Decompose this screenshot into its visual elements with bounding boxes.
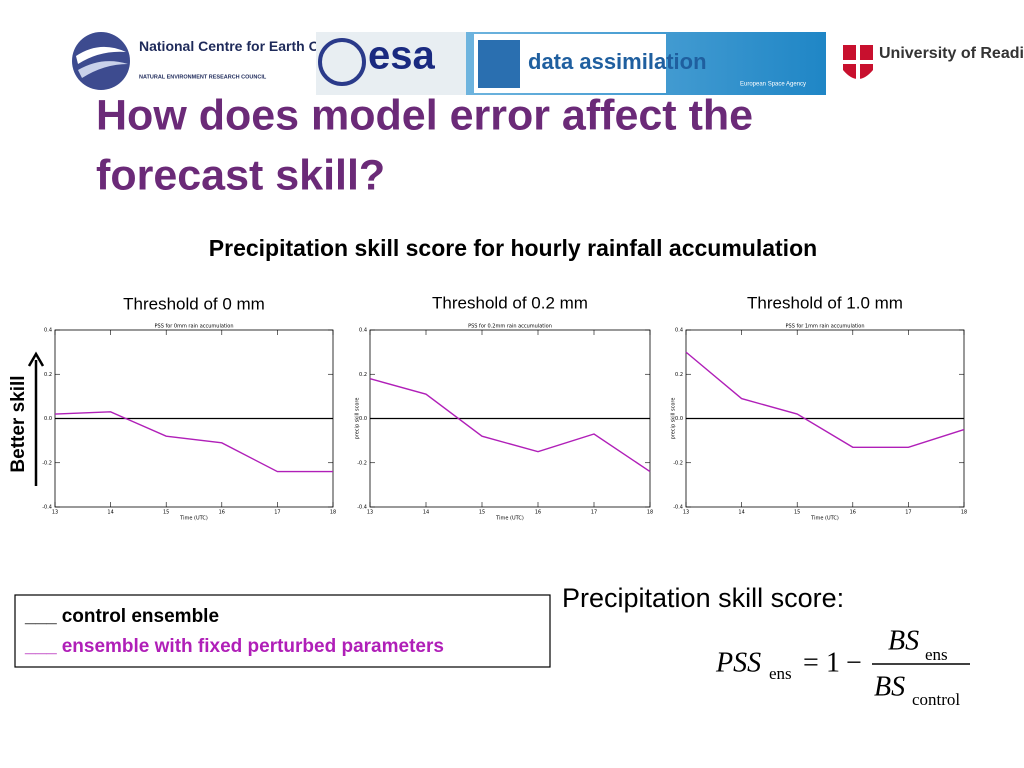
chart-heading: Threshold of 1.0 mm [747,293,903,312]
x-tick-label: 13 [367,510,373,516]
series-line [685,351,965,448]
logo-subtext: NATURAL ENVIRONMENT RESEARCH COUNCIL [139,74,267,80]
section-heading: Precipitation skill score for hourly rai… [209,235,817,261]
formula-text: 1 [826,647,840,678]
logo-text: data assimilation [528,49,707,74]
x-axis-label: Time (UTC) [179,516,208,522]
legend-entry: ___ ensemble with fixed perturbed paramet… [24,636,444,657]
charts: Threshold of 0 mm PSS for 0mm rain accumu… [42,293,967,521]
series-line [54,411,333,473]
better-skill: Better skill [8,351,45,486]
axis-note: Better skill [8,375,29,472]
legend-label: ensemble with fixed perturbed parameters [62,636,444,657]
x-axis-label: Time (UTC) [495,516,524,522]
formula-text: = [803,647,819,678]
x-tick-label: 15 [163,510,169,516]
logo-text: esa [368,34,435,78]
series-line [369,378,651,473]
formula-text: control [912,690,960,709]
y-tick-label: -0.4 [42,505,52,511]
formula-text: ens [925,645,948,664]
legend-marker: ___ [24,636,57,657]
x-tick-label: 13 [52,510,58,516]
x-tick-label: 17 [905,510,911,516]
chart-heading: Threshold of 0 mm [123,294,265,313]
x-tick-label: 16 [219,510,225,516]
x-tick-label: 18 [330,510,336,516]
y-tick-label: 0.4 [675,328,683,334]
legend-entry: ___ control ensemble [24,606,219,627]
formula-text: BS [888,625,919,656]
y-tick-label: -0.2 [42,460,52,466]
y-tick-label: 0.0 [675,416,683,422]
y-tick-label: 0.2 [359,372,367,378]
formula-text: ens [769,664,792,683]
formula-text: − [846,647,862,678]
y-tick-label: 0.0 [359,416,367,422]
legend-label: control ensemble [62,606,219,627]
x-tick-label: 15 [479,510,485,516]
y-tick-label: -0.4 [673,505,683,511]
formula-caption: Precipitation skill score: [562,583,844,613]
y-tick-label: 0.0 [44,416,52,422]
chart-title: PSS for 0.2mm rain accumulation [468,324,552,330]
y-tick-label: 0.4 [44,328,52,334]
x-tick-label: 16 [535,510,541,516]
reading-logo: University of Reading [843,45,1024,80]
y-tick-label: 0.4 [359,328,367,334]
y-tick-label: -0.2 [357,460,367,466]
x-tick-label: 16 [850,510,856,516]
slide-title: forecast skill? [96,151,385,199]
chart-title: PSS for 0mm rain accumulation [155,324,234,330]
x-axis-label: Time (UTC) [810,516,839,522]
x-tick-label: 14 [738,510,744,516]
formula-text: BS [874,671,905,702]
x-tick-label: 18 [647,510,653,516]
y-tick-label: 0.2 [44,372,52,378]
formula: Precipitation skill score: PSS ens = 1 −… [562,583,970,709]
logo-subtext: European Space Agency [740,82,806,88]
x-tick-label: 17 [591,510,597,516]
y-axis-label: precip skill score [671,398,677,440]
y-tick-label: 0.2 [675,372,683,378]
formula-text: PSS [715,647,761,678]
logo-text: University of Reading [879,45,1024,62]
y-tick-label: -0.2 [673,460,683,466]
legend: ___ control ensemble ___ ensemble with fix… [14,594,551,668]
slide-title: How does model error affect the [96,91,753,139]
x-tick-label: 17 [274,510,280,516]
x-tick-label: 13 [683,510,689,516]
y-axis-label: precip skill score [355,398,361,440]
x-tick-label: 15 [794,510,800,516]
x-tick-label: 18 [961,510,967,516]
x-tick-label: 14 [107,510,113,516]
x-tick-label: 14 [423,510,429,516]
chart-title: PSS for 1mm rain accumulation [786,324,865,330]
y-tick-label: -0.4 [357,505,367,511]
legend-marker: ___ [24,606,57,627]
chart-heading: Threshold of 0.2 mm [432,293,588,312]
esa-banner: esa data assimilation European Space Age… [316,32,826,95]
